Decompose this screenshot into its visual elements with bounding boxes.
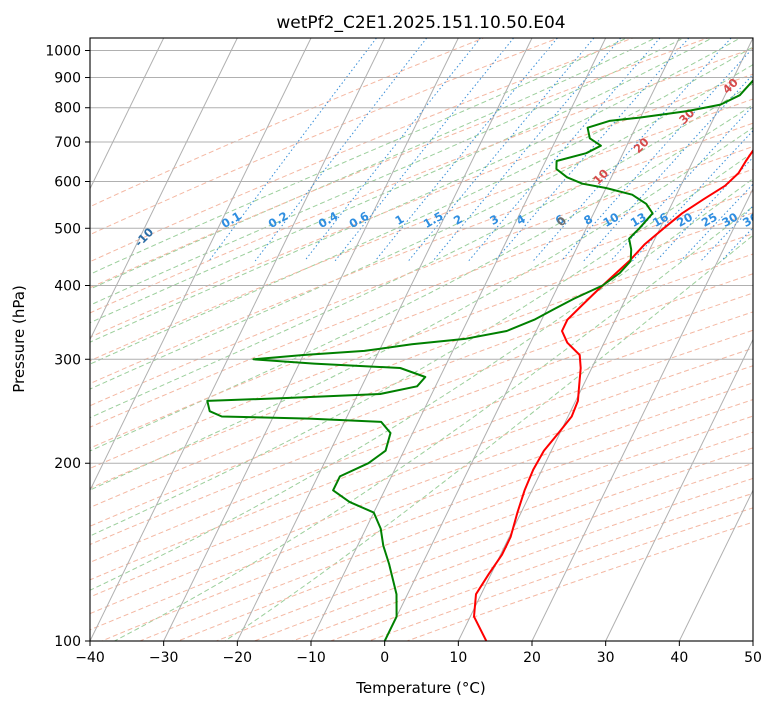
moist-adiabat-line [90, 104, 753, 452]
isotherm-line [384, 38, 680, 641]
mixing-ratio-lines [208, 38, 753, 262]
mixing-ratio-line [610, 105, 753, 262]
x-tick-label: 40 [670, 650, 688, 666]
y-tick-label: 900 [54, 71, 81, 87]
moist-adiabat-line [90, 127, 753, 491]
mixing-ratio-label: 0.2 [266, 209, 291, 231]
isotherm-line [531, 187, 753, 641]
x-tick-label: −40 [75, 650, 105, 666]
y-axis-label: Pressure (hPa) [10, 285, 28, 393]
mixing-ratio-label: 3 [487, 212, 501, 228]
temperature-profile-line [473, 148, 753, 641]
dry-adiabat-line [90, 122, 753, 385]
mixing-ratio-label: 1 [393, 212, 407, 228]
y-tick-label: 700 [54, 135, 81, 151]
moist-adiabat-line [113, 205, 753, 641]
isotherms [90, 38, 753, 641]
mixing-ratio-label: 16 [650, 210, 671, 230]
x-tick-label: −10 [296, 650, 326, 666]
dry-adiabat-line [90, 98, 753, 362]
moist-adiabat-label: 20 [631, 135, 652, 156]
mixing-ratio-line [700, 205, 753, 262]
dry-adiabat-line [90, 38, 710, 289]
dry-adiabat-line [291, 477, 753, 641]
chart-title: wetPf2_C2E1.2025.151.10.50.E04 [276, 13, 565, 33]
y-tick-label: 500 [54, 221, 81, 237]
mixing-ratio-line [208, 38, 377, 262]
dry-adiabat-label: -20 [0, 261, 20, 286]
x-tick-label: 20 [523, 650, 541, 666]
dry-adiabat-line [90, 73, 753, 338]
x-axis-ticks: −40 −30 −20 −10 0 10 20 30 40 50 [75, 641, 762, 666]
pressure-gridlines [90, 50, 753, 641]
dry-adiabat-line [90, 190, 753, 449]
mixing-ratio-line [560, 47, 753, 262]
mixing-ratio-label: 25 [699, 210, 720, 230]
isotherm-line [90, 38, 312, 492]
sounding-profiles [206, 79, 753, 641]
x-tick-label: 30 [597, 650, 615, 666]
dry-adiabats [90, 38, 753, 641]
dry-adiabat-line [90, 38, 560, 236]
moist-adiabat-line [90, 178, 753, 591]
mixing-ratio-label: 30 [719, 210, 740, 230]
dry-adiabat-line [90, 168, 753, 428]
y-tick-label: 600 [54, 175, 81, 191]
moist-adiabat-line [90, 151, 753, 537]
dry-adiabat-line [90, 47, 753, 314]
plot-frame [89, 37, 754, 642]
mixing-ratio-line [408, 38, 595, 262]
x-axis-label: Temperature (°C) [355, 679, 485, 697]
mixing-ratio-label: 0.6 [347, 209, 372, 231]
isotherm-line [90, 38, 165, 190]
y-tick-label: 200 [54, 456, 81, 472]
mixing-ratio-line [334, 38, 514, 262]
y-tick-label: 400 [54, 278, 81, 294]
mixing-ratio-line [468, 38, 661, 262]
mixing-ratio-label: 10 [600, 210, 621, 230]
mixing-ratio-line [632, 129, 753, 262]
moist-adiabat-label: 0 [554, 214, 570, 230]
dry-adiabat-line [90, 38, 635, 263]
isotherm-line [605, 338, 753, 641]
x-tick-label: 10 [449, 650, 467, 666]
y-tick-label: 800 [54, 101, 81, 117]
mixing-ratio-label: 0.1 [219, 209, 244, 231]
y-tick-label: 1000 [45, 44, 81, 60]
background-line-labels: -100-90-80-70-60-50-40-30-20-100.10.20.4… [0, 75, 761, 286]
x-tick-label: 0 [380, 650, 389, 666]
isotherm-line [678, 489, 753, 641]
y-axis-ticks: 100 200 300 400 500 600 700 800 900 1000 [45, 44, 90, 650]
moist-adiabat-line [224, 234, 753, 641]
isotherm-line [90, 38, 386, 641]
mixing-ratio-line [655, 156, 753, 262]
dry-adiabat-line [214, 447, 753, 641]
isotherm-line [90, 38, 238, 341]
dry-adiabat-line [176, 431, 753, 641]
moist-adiabat-line [90, 38, 628, 275]
y-tick-label: 300 [54, 352, 81, 368]
mixing-ratio-line [304, 38, 481, 262]
x-tick-label: 50 [744, 650, 762, 666]
y-tick-label: 100 [54, 634, 81, 650]
isotherm-line [457, 38, 753, 641]
mixing-ratio-line [254, 38, 428, 262]
isotherm-line [163, 38, 459, 641]
x-tick-label: −30 [149, 650, 179, 666]
mixing-ratio-line [494, 38, 690, 262]
mixing-ratio-label: 1.5 [421, 209, 446, 231]
dewpoint-profile-line [206, 79, 753, 641]
mixing-ratio-label: 36 [740, 210, 761, 230]
dry-adiabat-line [138, 415, 753, 641]
x-tick-label: −20 [223, 650, 253, 666]
mixing-ratio-label: 0.4 [316, 209, 341, 231]
dry-adiabat-line [90, 38, 485, 208]
isotherm-line [752, 639, 753, 641]
dry-adiabat-line [90, 212, 753, 469]
dry-adiabat-line [90, 146, 753, 407]
moist-adiabat-line [90, 38, 685, 306]
isotherm-line [236, 38, 533, 641]
